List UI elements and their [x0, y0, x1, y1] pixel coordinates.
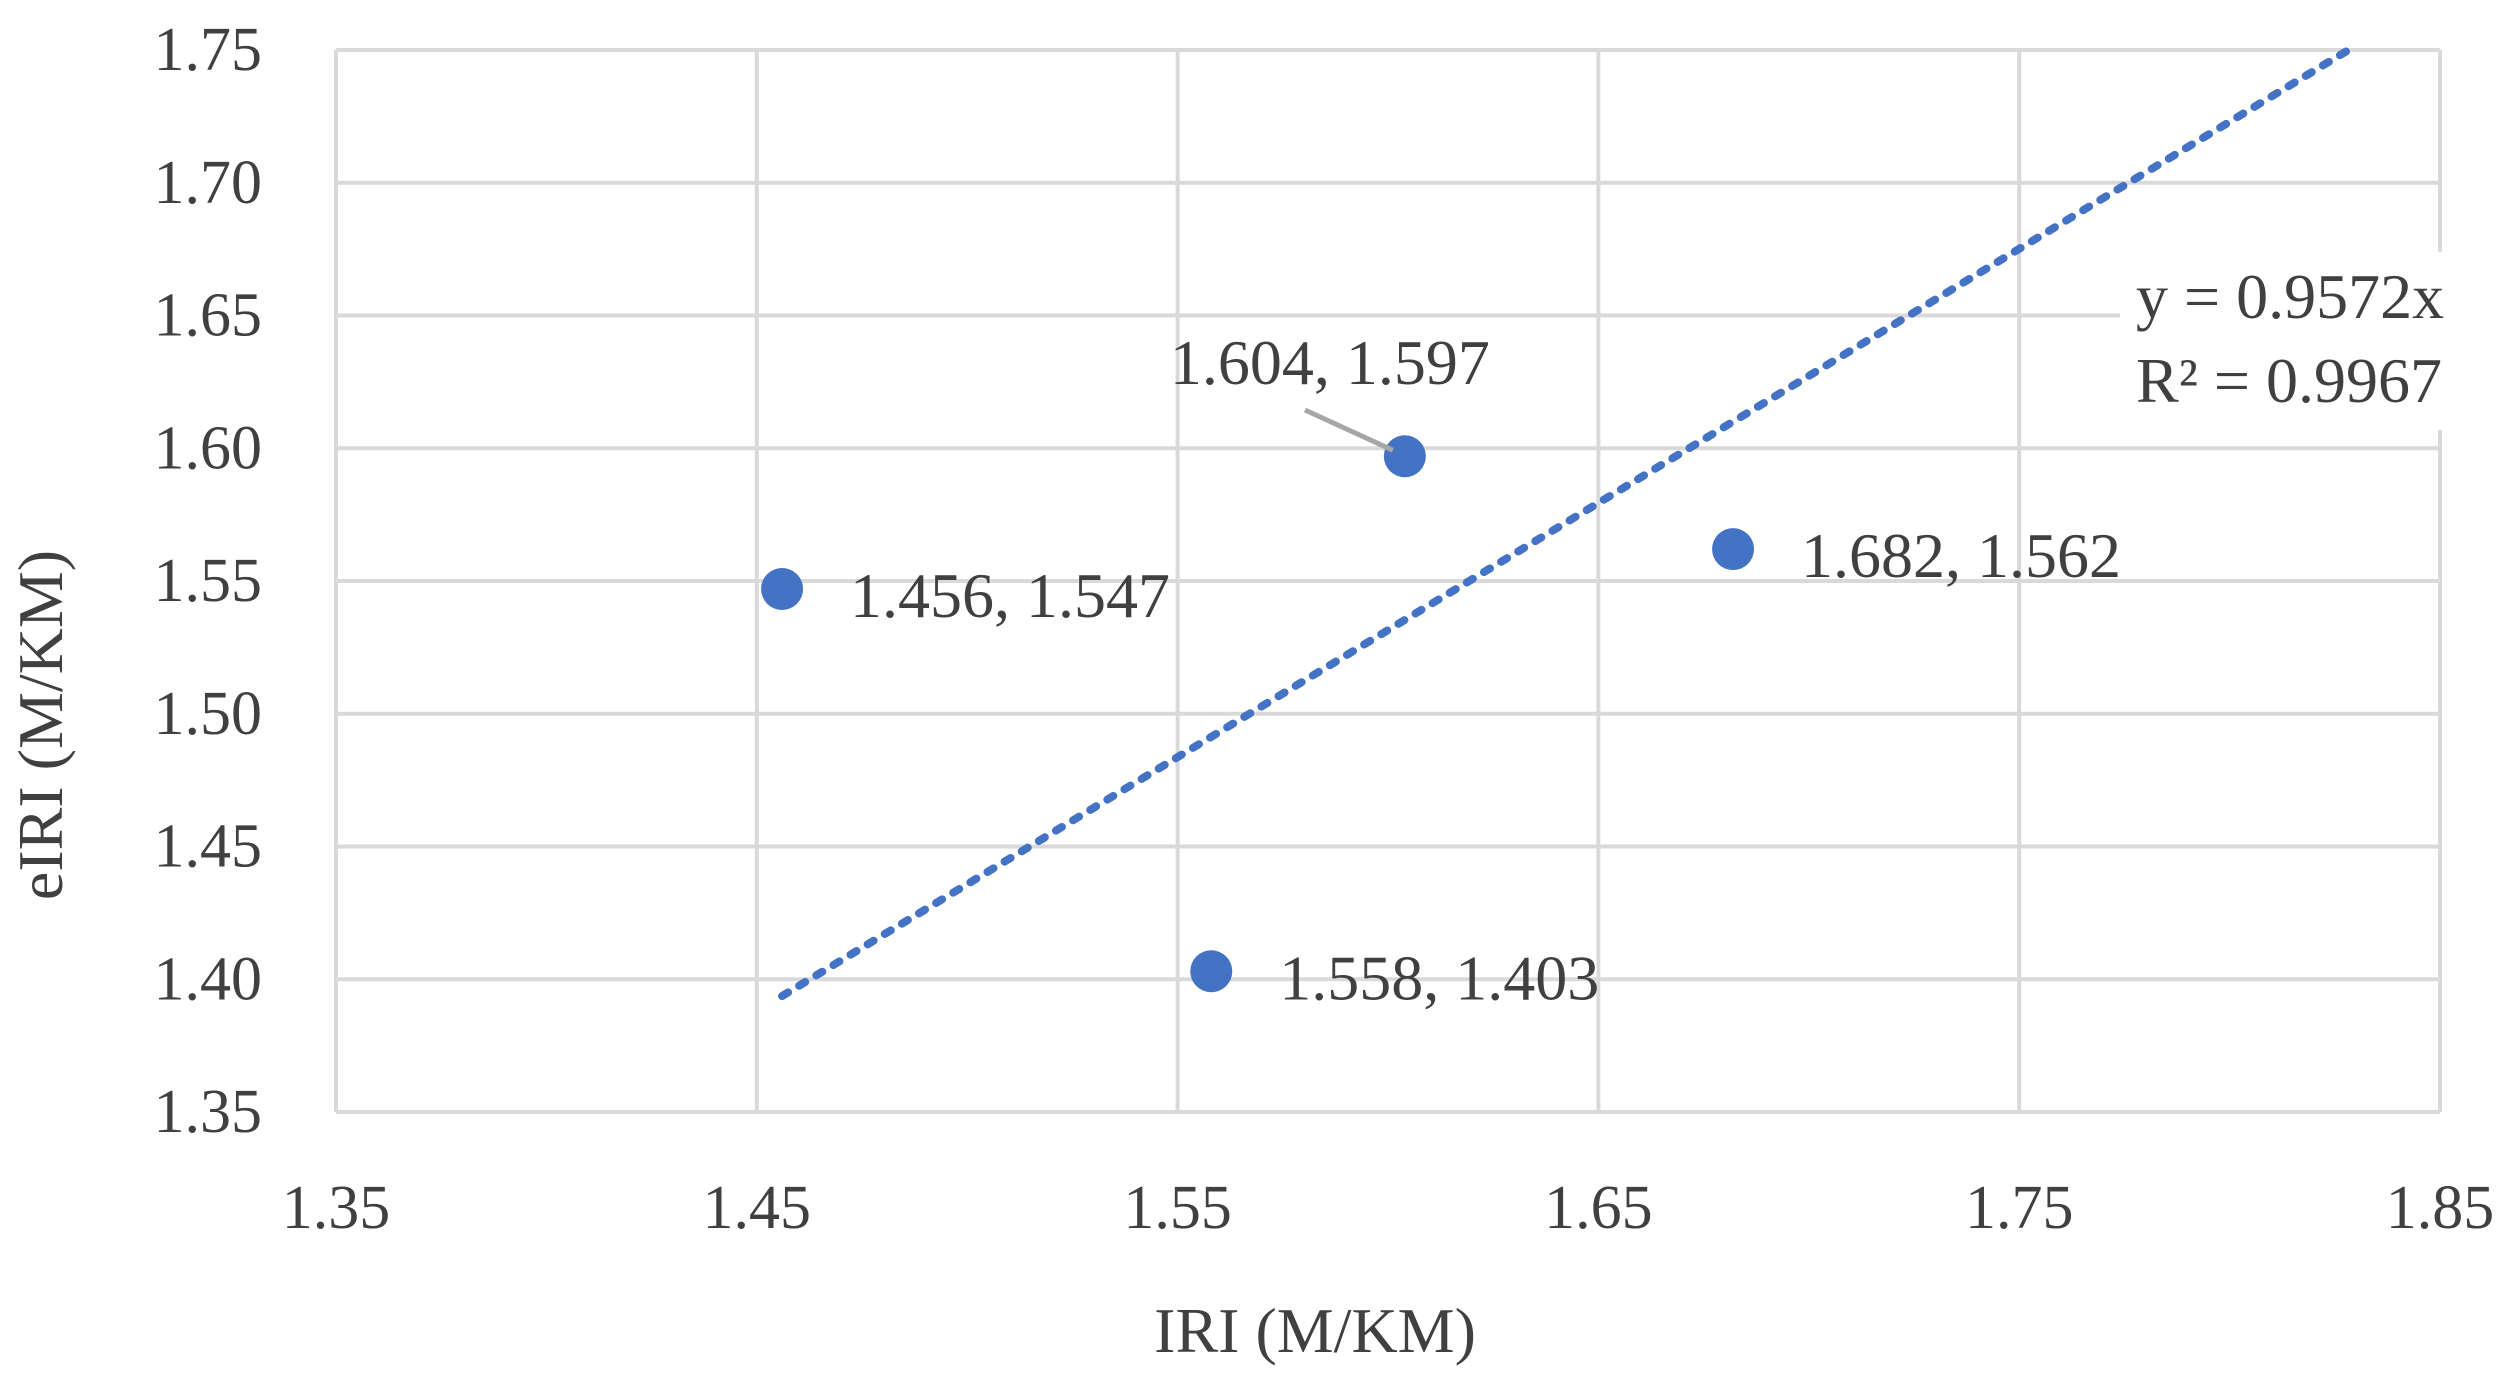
x-tick-label: 1.35: [282, 1174, 391, 1242]
leader-line: [1303, 407, 1394, 453]
x-tick-label: 1.85: [2386, 1174, 2495, 1242]
data-point: [1383, 435, 1426, 478]
y-tick-label: 1.70: [154, 149, 263, 217]
equation-background: [2120, 252, 2520, 430]
x-tick-label: 1.75: [1965, 1174, 2074, 1242]
data-label: 1.682, 1.562: [1801, 520, 2121, 591]
data-labels: 1.456, 1.547 1.558, 1.403 1.604, 1.597 1.68…: [850, 327, 2121, 1013]
x-axis-tick-labels: 1.35 1.45 1.55 1.65 1.75 1.85: [282, 1174, 2495, 1242]
x-tick-label: 1.45: [703, 1174, 812, 1242]
y-tick-label: 1.45: [154, 813, 263, 881]
y-tick-label: 1.60: [154, 414, 263, 482]
trendline-group: [778, 46, 2352, 1001]
y-tick-label: 1.75: [154, 16, 263, 84]
y-tick-label: 1.50: [154, 680, 263, 748]
y-axis-title: eIRI (M/KM): [5, 550, 76, 900]
y-tick-label: 1.55: [154, 547, 263, 615]
data-points: [761, 435, 1755, 993]
data-point: [761, 567, 804, 610]
x-tick-label: 1.55: [1123, 1174, 1232, 1242]
x-tick-label: 1.65: [1544, 1174, 1653, 1242]
data-point: [1190, 950, 1233, 993]
y-tick-label: 1.65: [154, 282, 263, 350]
horizontal-gridlines: [336, 48, 2440, 1114]
data-point: [1712, 528, 1755, 571]
y-tick-label: 1.40: [154, 945, 263, 1013]
y-tick-label: 1.35: [154, 1078, 263, 1146]
trendline-r-squared: R² = 0.9967: [2136, 345, 2442, 416]
data-label: 1.456, 1.547: [850, 560, 1170, 631]
data-label: 1.558, 1.403: [1279, 942, 1599, 1013]
data-label: 1.604, 1.597: [1170, 327, 1490, 398]
trendline-equation-box: y = 0.9572x R² = 0.9967: [2120, 252, 2520, 430]
y-axis-tick-labels: 1.35 1.40 1.45 1.50 1.55 1.60 1.65 1.70 1.75: [154, 16, 263, 1146]
x-axis-title: IRI (M/KM): [1154, 1295, 1476, 1366]
trendline: [778, 46, 2352, 1001]
trendline-equation: y = 0.9572x: [2136, 261, 2444, 332]
